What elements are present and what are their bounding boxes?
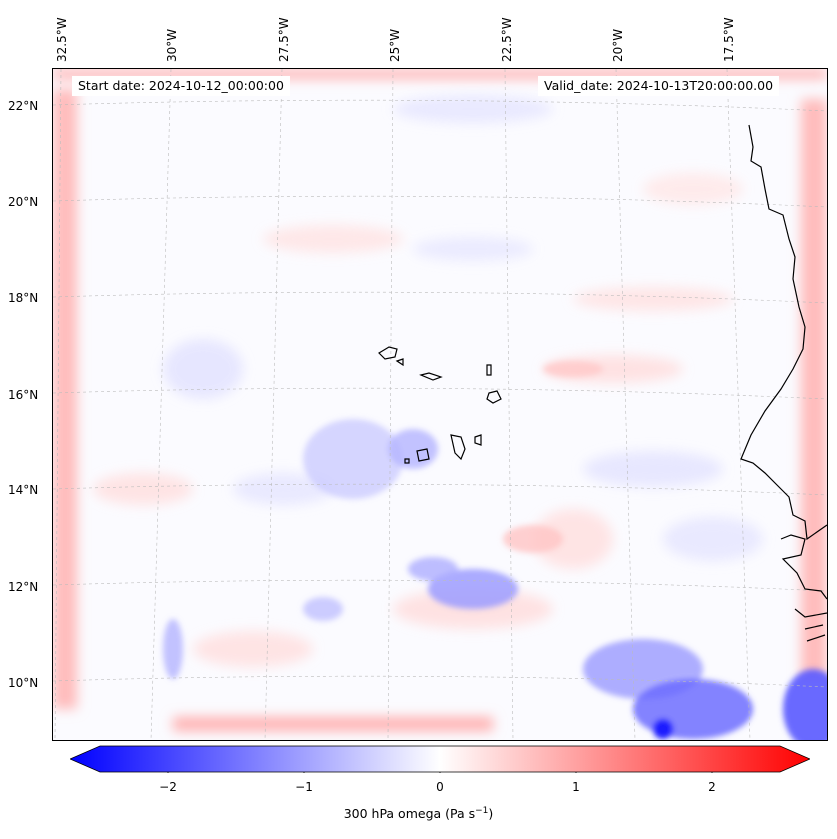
weak-anomalies: [93, 95, 763, 667]
lon-label-25w: 25°W: [388, 28, 402, 62]
lon-label-22.5w: 22.5°W: [500, 17, 514, 62]
gridlines: [53, 69, 827, 740]
colorbar: [70, 745, 810, 773]
colorbar-gradient: [70, 745, 810, 773]
map-panel: [52, 68, 828, 741]
island-sao-nicolau: [419, 372, 443, 381]
colorbar-tick-label: −1: [295, 780, 313, 794]
lat-label-20n: 20°N: [8, 195, 39, 209]
colorbar-label: 300 hPa omega (Pa s−1): [343, 806, 494, 822]
boundary-positive-bands: [53, 69, 827, 731]
lon-label-30w: 30°W: [165, 28, 179, 62]
start-date-label: Start date: 2024-10-12_00:00:00: [72, 76, 290, 96]
lat-label-18n: 18°N: [8, 291, 39, 305]
omega-field-map: [53, 69, 827, 740]
colorbar-tick-label: 1: [572, 780, 580, 794]
strong-anomalies: [163, 361, 827, 740]
africa-coastline: [740, 124, 827, 541]
coastlines: [378, 124, 827, 642]
lon-label-32.5w: 32.5°W: [55, 17, 69, 62]
valid-date-label: Valid_date: 2024-10-13T20:00:00.00: [538, 76, 780, 96]
colorbar-tick-label: 2: [708, 780, 716, 794]
island-fogo: [416, 448, 430, 462]
lat-label-16n: 16°N: [8, 388, 39, 402]
island-santiago: [450, 434, 466, 461]
island-maio: [474, 434, 482, 446]
lat-label-22n: 22°N: [8, 99, 39, 113]
island-sal: [486, 364, 492, 376]
lon-label-20w: 20°W: [611, 28, 625, 62]
lon-label-27.5w: 27.5°W: [277, 17, 291, 62]
island-boa-vista: [486, 390, 502, 404]
colorbar-tick-label: 0: [436, 780, 444, 794]
island-sao-vicente: [395, 358, 404, 367]
island-santo-antao: [378, 346, 398, 360]
island-brava: [404, 458, 410, 464]
colorbar-tick-label: −2: [159, 780, 177, 794]
lat-label-14n: 14°N: [8, 483, 39, 497]
lat-label-12n: 12°N: [8, 580, 39, 594]
lat-label-10n: 10°N: [8, 676, 39, 690]
lon-label-17.5w: 17.5°W: [722, 17, 736, 62]
